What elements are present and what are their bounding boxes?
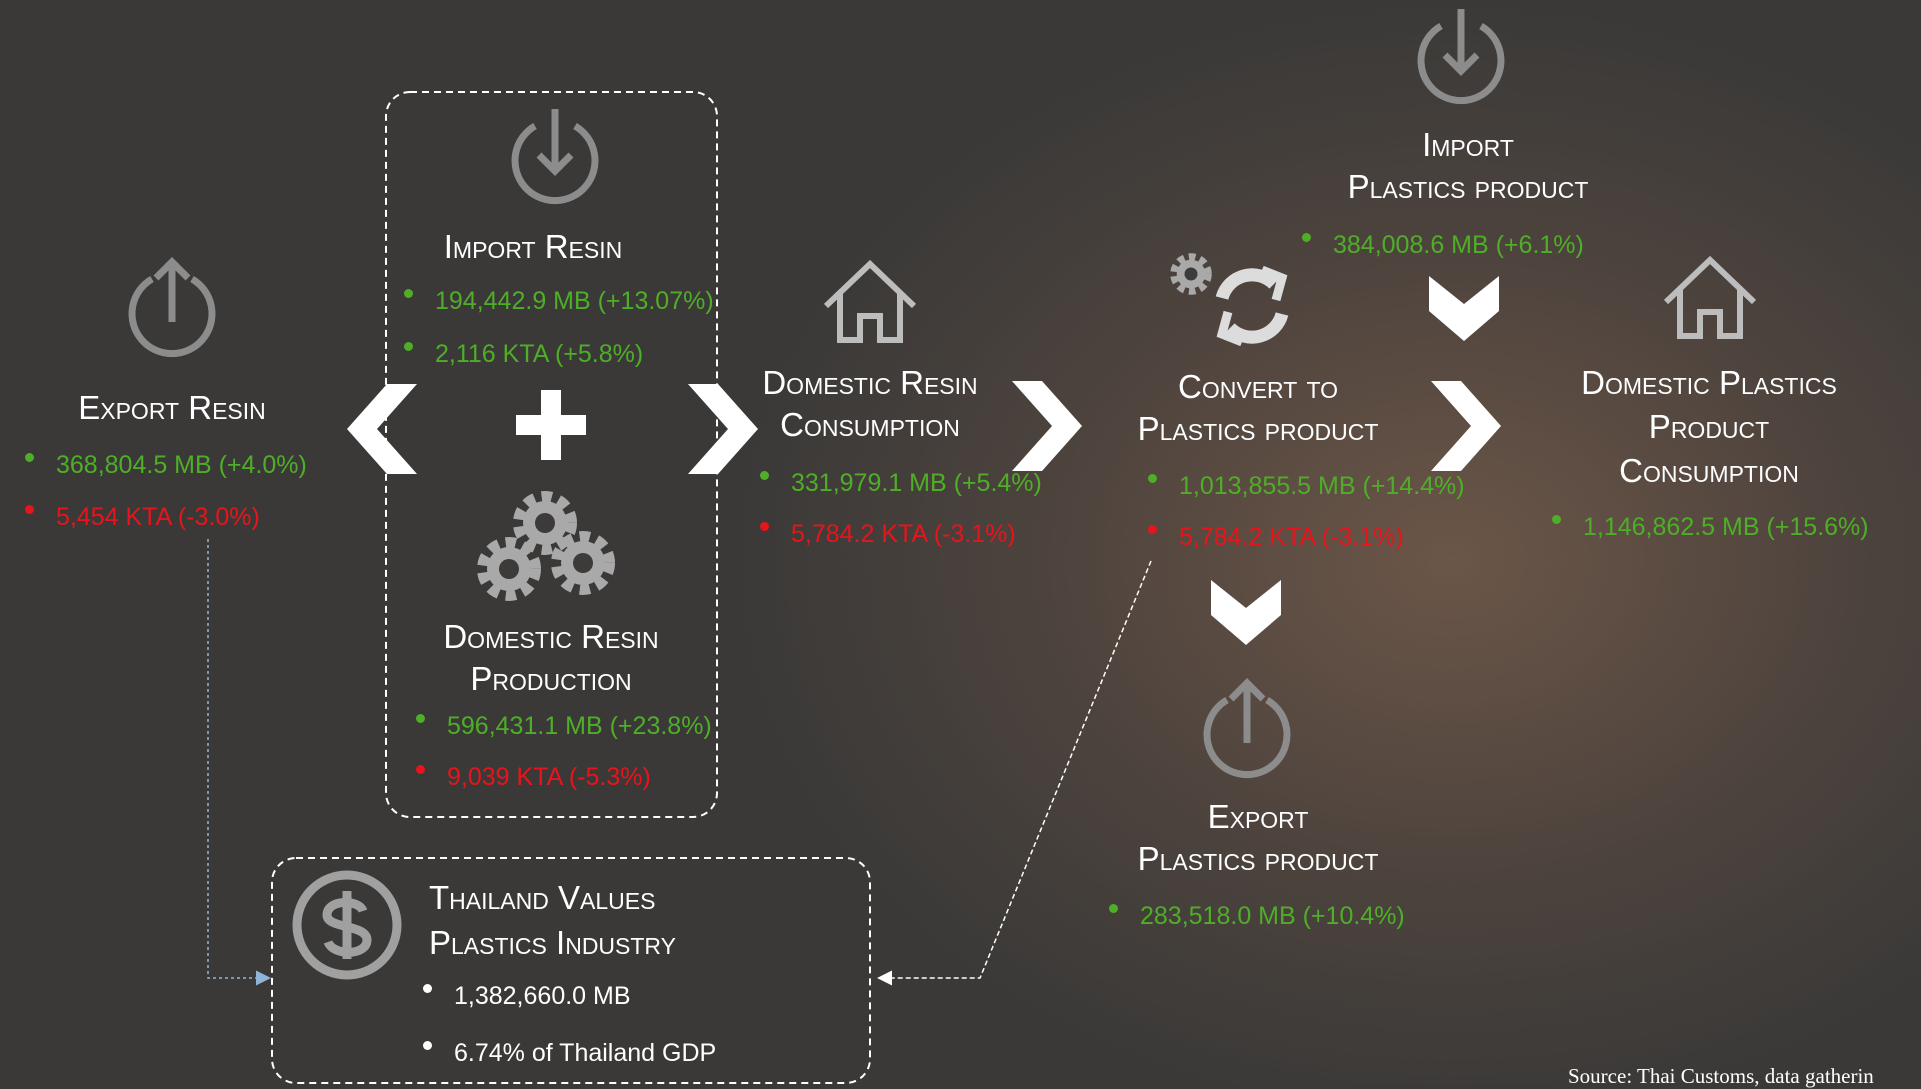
node-value: 194,442.9 MB (+13.07%) (435, 286, 714, 316)
export-icon (132, 262, 212, 354)
chevron-left (347, 384, 417, 474)
refresh-icon (1222, 270, 1282, 342)
node-value: 5,454 KTA (-3.0%) (56, 502, 260, 532)
node-title: Plastics Industry (429, 922, 676, 964)
bullet (1148, 474, 1157, 483)
node-value: 1,146,862.5 MB (+15.6%) (1583, 512, 1869, 542)
node-value: 331,979.1 MB (+5.4%) (791, 468, 1042, 498)
node-title: Import Resin (444, 226, 622, 268)
node-title: Consumption (780, 404, 960, 446)
node-title: Domestic Resin (762, 362, 977, 404)
house-icon (826, 264, 914, 340)
node-value: 1,382,660.0 MB (454, 981, 631, 1011)
node-value: 283,518.0 MB (+10.4%) (1140, 901, 1405, 931)
chevron-right (688, 384, 758, 474)
bullet (404, 289, 413, 298)
house-icon (1666, 260, 1754, 336)
node-title: Domestic Resin (443, 616, 658, 658)
import-icon (515, 109, 595, 201)
source-note: Source: Thai Customs, data gatherin (1568, 1064, 1874, 1089)
bullet (404, 342, 413, 351)
bullet (416, 714, 425, 723)
chevron-right (1431, 381, 1501, 471)
chevron-down (1211, 580, 1281, 645)
bullet (1109, 904, 1118, 913)
node-value: 596,431.1 MB (+23.8%) (447, 711, 712, 741)
node-title: Plastics product (1348, 166, 1589, 208)
node-title: Export (1208, 796, 1309, 838)
gear-icon (483, 543, 535, 595)
node-title: Export Resin (78, 387, 266, 429)
node-value: 9,039 KTA (-5.3%) (447, 762, 651, 792)
node-title: Convert to (1178, 366, 1338, 408)
bullet (1552, 515, 1561, 524)
bullet (1148, 525, 1157, 534)
node-title: Product (1649, 406, 1769, 448)
node-value: 5,784.2 KTA (-3.1%) (1179, 522, 1404, 552)
connector (880, 561, 1151, 978)
node-value: 368,804.5 MB (+4.0%) (56, 450, 307, 480)
bullet (416, 765, 425, 774)
node-title: Plastics product (1138, 408, 1379, 450)
gear-icon (1174, 257, 1208, 291)
dollar-icon (297, 875, 397, 975)
node-title: Thailand Values (429, 877, 655, 919)
page: {"nodes": { "export_resin": {"title": ["… (0, 0, 1921, 1087)
node-title: Domestic Plastics (1581, 362, 1837, 404)
bullet (423, 984, 432, 993)
import-icon (1421, 9, 1501, 101)
chevron-right (1012, 381, 1082, 471)
node-title: Production (470, 658, 631, 700)
export-icon (1207, 683, 1287, 775)
bullet (1302, 233, 1311, 242)
node-value: 1,013,855.5 MB (+14.4%) (1179, 471, 1465, 501)
node-value: 2,116 KTA (+5.8%) (435, 339, 643, 369)
bullet (423, 1041, 432, 1050)
node-value: 5,784.2 KTA (-3.1%) (791, 519, 1016, 549)
plus-sign (516, 390, 586, 460)
node-title: Consumption (1619, 450, 1799, 492)
node-title: Plastics product (1138, 838, 1379, 880)
connector (208, 539, 268, 978)
bullet (25, 453, 34, 462)
node-title: Import (1422, 124, 1514, 166)
node-value: 6.74% of Thailand GDP (454, 1038, 716, 1068)
bullet (25, 505, 34, 514)
node-value: 384,008.6 MB (+6.1%) (1333, 230, 1584, 260)
chevron-down (1429, 276, 1499, 341)
bullet (760, 522, 769, 531)
bullet (760, 471, 769, 480)
